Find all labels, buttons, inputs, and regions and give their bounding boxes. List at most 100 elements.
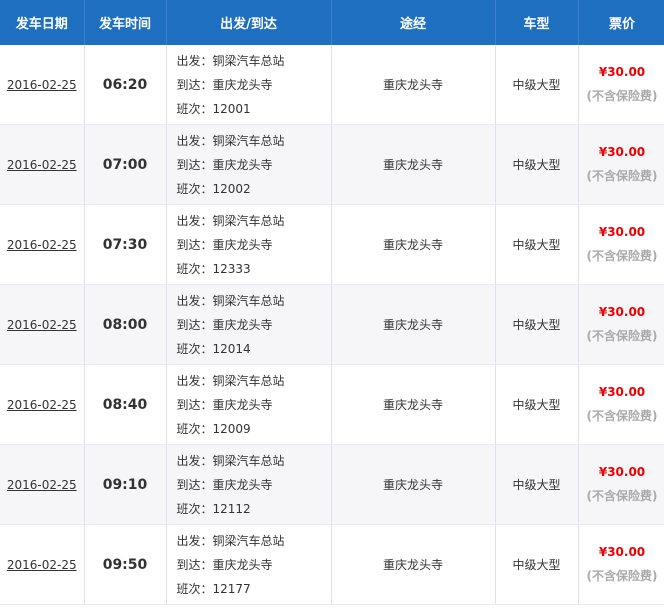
depart-label: 出发：	[176, 533, 213, 548]
depart-station: 铜梁汽车总站	[212, 53, 285, 68]
departure-time: 08:00	[102, 316, 148, 333]
arrive-label: 到达：	[176, 397, 213, 412]
via-cell: 重庆龙头寺	[331, 364, 496, 445]
table-row[interactable]: 2016-02-25 07:30 出发：铜梁汽车总站 到达：重庆龙头寺 班次：1…	[0, 204, 664, 285]
date-cell: 2016-02-25	[0, 45, 85, 125]
insurance-note: (不含保险费)	[586, 329, 658, 343]
date-cell: 2016-02-25	[0, 124, 85, 205]
price-cell: ¥30.00 (不含保险费)	[578, 45, 664, 125]
header-time: 发车时间	[84, 0, 167, 45]
depart-label: 出发：	[176, 133, 213, 148]
price: ¥30.00	[598, 305, 646, 319]
departure-time: 08:40	[102, 396, 148, 413]
arrive-label: 到达：	[176, 317, 213, 332]
depart-label: 出发：	[176, 53, 213, 68]
number-label: 班次：	[176, 341, 213, 356]
table-row[interactable]: 2016-02-25 06:20 出发：铜梁汽车总站 到达：重庆龙头寺 班次：1…	[0, 45, 664, 125]
insurance-note: (不含保险费)	[586, 409, 658, 423]
price-cell: ¥30.00 (不含保险费)	[578, 444, 664, 525]
bus-type-cell: 中级大型	[495, 284, 579, 365]
arrive-label: 到达：	[176, 477, 213, 492]
bus-number: 12002	[212, 181, 251, 196]
price: ¥30.00	[598, 385, 646, 399]
price-cell: ¥30.00 (不含保险费)	[578, 364, 664, 445]
date-link[interactable]: 2016-02-25	[6, 157, 77, 172]
time-cell: 07:00	[84, 124, 167, 205]
table-row[interactable]: 2016-02-25 07:00 出发：铜梁汽车总站 到达：重庆龙头寺 班次：1…	[0, 124, 664, 205]
date-cell: 2016-02-25	[0, 524, 85, 605]
insurance-note: (不含保险费)	[586, 569, 658, 583]
number-label: 班次：	[176, 581, 213, 596]
table-row[interactable]: 2016-02-25 08:00 出发：铜梁汽车总站 到达：重庆龙头寺 班次：1…	[0, 284, 664, 365]
price: ¥30.00	[598, 225, 646, 239]
number-label: 班次：	[176, 101, 213, 116]
via-cell: 重庆龙头寺	[331, 204, 496, 285]
depart-station: 铜梁汽车总站	[212, 133, 285, 148]
arrive-label: 到达：	[176, 557, 213, 572]
arrive-station: 重庆龙头寺	[212, 397, 273, 412]
arrive-station: 重庆龙头寺	[212, 477, 273, 492]
header-price: 票价	[578, 0, 664, 45]
arrive-station: 重庆龙头寺	[212, 77, 273, 92]
time-cell: 08:40	[84, 364, 167, 445]
depart-station: 铜梁汽车总站	[212, 533, 285, 548]
date-link[interactable]: 2016-02-25	[6, 317, 77, 332]
bus-number: 12333	[212, 261, 251, 276]
date-link[interactable]: 2016-02-25	[6, 77, 77, 92]
header-row: 发车日期 发车时间 出发/到达 途经 车型 票价	[0, 0, 664, 45]
departure-time: 07:00	[102, 156, 148, 173]
time-cell: 09:50	[84, 524, 167, 605]
arrive-station: 重庆龙头寺	[212, 237, 273, 252]
date-cell: 2016-02-25	[0, 364, 85, 445]
departure-time: 09:50	[102, 556, 148, 573]
depart-station: 铜梁汽车总站	[212, 213, 285, 228]
header-date: 发车日期	[0, 0, 85, 45]
header-via: 途经	[331, 0, 496, 45]
depart-label: 出发：	[176, 293, 213, 308]
table-row[interactable]: 2016-02-25 09:10 出发：铜梁汽车总站 到达：重庆龙头寺 班次：1…	[0, 444, 664, 525]
insurance-note: (不含保险费)	[586, 489, 658, 503]
bus-type-cell: 中级大型	[495, 204, 579, 285]
via-cell: 重庆龙头寺	[331, 45, 496, 125]
date-cell: 2016-02-25	[0, 444, 85, 525]
departure-time: 06:20	[102, 76, 148, 93]
date-link[interactable]: 2016-02-25	[6, 557, 77, 572]
time-cell: 06:20	[84, 45, 167, 125]
date-link[interactable]: 2016-02-25	[6, 477, 77, 492]
price-cell: ¥30.00 (不含保险费)	[578, 204, 664, 285]
bus-type-cell: 中级大型	[495, 444, 579, 525]
arrive-label: 到达：	[176, 77, 213, 92]
bus-number: 12177	[212, 581, 251, 596]
date-link[interactable]: 2016-02-25	[6, 397, 77, 412]
route-cell: 出发：铜梁汽车总站 到达：重庆龙头寺 班次：12112	[166, 444, 332, 525]
table-row[interactable]: 2016-02-25 09:50 出发：铜梁汽车总站 到达：重庆龙头寺 班次：1…	[0, 524, 664, 605]
insurance-note: (不含保险费)	[586, 249, 658, 263]
route-cell: 出发：铜梁汽车总站 到达：重庆龙头寺 班次：12001	[166, 45, 332, 125]
arrive-label: 到达：	[176, 237, 213, 252]
arrive-station: 重庆龙头寺	[212, 157, 273, 172]
arrive-station: 重庆龙头寺	[212, 317, 273, 332]
header-type: 车型	[495, 0, 579, 45]
depart-station: 铜梁汽车总站	[212, 373, 285, 388]
price-cell: ¥30.00 (不含保险费)	[578, 124, 664, 205]
depart-station: 铜梁汽车总站	[212, 293, 285, 308]
route-cell: 出发：铜梁汽车总站 到达：重庆龙头寺 班次：12002	[166, 124, 332, 205]
departure-time: 09:10	[102, 476, 148, 493]
bus-type-cell: 中级大型	[495, 364, 579, 445]
depart-label: 出发：	[176, 213, 213, 228]
bus-number: 12001	[212, 101, 251, 116]
table-row[interactable]: 2016-02-25 08:40 出发：铜梁汽车总站 到达：重庆龙头寺 班次：1…	[0, 364, 664, 445]
arrive-station: 重庆龙头寺	[212, 557, 273, 572]
time-cell: 09:10	[84, 444, 167, 525]
number-label: 班次：	[176, 181, 213, 196]
bus-type-cell: 中级大型	[495, 524, 579, 605]
depart-station: 铜梁汽车总站	[212, 453, 285, 468]
price-cell: ¥30.00 (不含保险费)	[578, 524, 664, 605]
price: ¥30.00	[598, 65, 646, 79]
header-route: 出发/到达	[166, 0, 332, 45]
bus-number: 12014	[212, 341, 251, 356]
route-cell: 出发：铜梁汽车总站 到达：重庆龙头寺 班次：12014	[166, 284, 332, 365]
date-link[interactable]: 2016-02-25	[6, 237, 77, 252]
number-label: 班次：	[176, 421, 213, 436]
